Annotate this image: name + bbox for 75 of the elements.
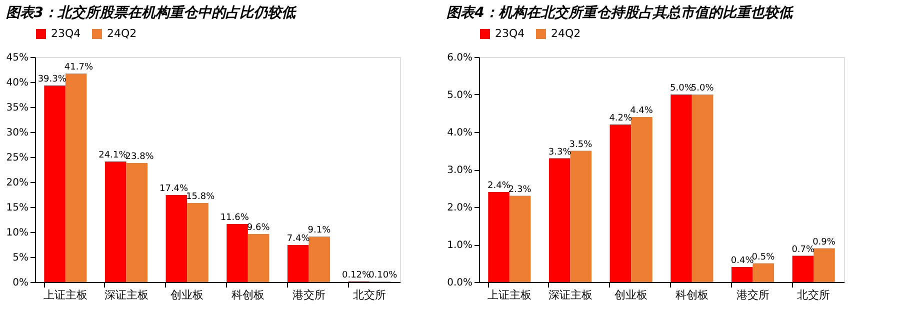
y-tick-label: 0.0% [447, 278, 472, 288]
x-tick-label: 科创板 [675, 288, 708, 302]
data-label: 3.5% [569, 140, 593, 150]
data-label: 4.2% [609, 114, 633, 124]
bar [65, 74, 87, 282]
x-tick-label: 深证主板 [104, 288, 148, 302]
data-label: 3.3% [548, 147, 572, 158]
y-tick-label: 2.0% [447, 202, 472, 214]
legend-label: 23Q4 [51, 27, 81, 40]
y-tick-label: 20% [6, 178, 28, 188]
bar [814, 248, 835, 282]
x-tick-label: 港交所 [736, 288, 770, 302]
bar [44, 86, 66, 282]
bar [731, 267, 753, 282]
bar [548, 158, 570, 282]
data-label: 5.0% [670, 84, 694, 94]
y-tick-label: 35% [6, 102, 28, 114]
bar [104, 162, 126, 282]
bar [792, 256, 814, 282]
data-label: 15.8% [186, 192, 216, 202]
data-label: 4.4% [630, 106, 654, 116]
data-label: 11.6% [220, 213, 250, 223]
data-label: 9.1% [308, 226, 332, 236]
data-label: 0.10% [368, 270, 398, 280]
data-label: 0.9% [812, 237, 836, 248]
data-label: 17.4% [159, 184, 189, 194]
data-label: 5.0% [690, 84, 714, 94]
y-tick-label: 5% [12, 252, 28, 264]
x-tick-label: 上证主板 [487, 288, 532, 302]
chart-title: 图表4：机构在北交所重仓持股占其总市值的比重也较低 [446, 4, 794, 21]
x-tick-label: 港交所 [292, 288, 326, 302]
y-tick-label: 25% [6, 152, 28, 164]
data-label: 0.7% [792, 244, 816, 255]
chart-title: 图表3：北交所股票在机构重仓中的占比仍较低 [6, 4, 298, 21]
x-tick-label: 科创板 [231, 288, 264, 302]
data-label: 2.4% [488, 181, 511, 191]
legend-label: 24Q2 [551, 27, 581, 40]
y-tick-label: 10% [6, 228, 28, 238]
bar [570, 150, 592, 282]
y-tick-label: 6.0% [447, 52, 472, 64]
bar [287, 245, 309, 282]
bar [610, 124, 632, 282]
x-tick-label: 深证主板 [548, 288, 592, 302]
bar [488, 192, 510, 282]
y-tick-label: 30% [6, 128, 28, 138]
x-tick-label: 创业板 [614, 288, 648, 302]
legend-label: 23Q4 [495, 27, 525, 40]
data-label: 41.7% [64, 62, 94, 72]
bar [248, 234, 270, 282]
bar [752, 263, 774, 282]
x-tick-label: 上证主板 [43, 288, 88, 302]
y-tick-label: 15% [6, 202, 28, 214]
bar [166, 195, 188, 282]
bar [692, 94, 714, 282]
bar [126, 163, 148, 282]
x-tick-label: 北交所 [353, 288, 386, 302]
data-label: 2.3% [508, 184, 532, 195]
bar [631, 117, 652, 282]
y-tick-label: 4.0% [447, 128, 472, 138]
y-tick-label: 0% [12, 278, 28, 288]
x-tick-label: 北交所 [797, 288, 830, 302]
bar [670, 94, 692, 282]
bar [226, 224, 248, 282]
legend-label: 24Q2 [107, 27, 137, 40]
data-label: 0.4% [730, 256, 754, 266]
y-tick-label: 3.0% [447, 165, 472, 176]
bar [308, 236, 330, 282]
y-tick-label: 40% [6, 78, 28, 88]
y-tick-label: 45% [6, 52, 28, 64]
data-label: 0.12% [342, 270, 372, 280]
x-tick-label: 创业板 [170, 288, 204, 302]
y-tick-label: 1.0% [447, 240, 472, 251]
bar [509, 196, 531, 282]
y-tick-label: 5.0% [447, 90, 472, 101]
bar [187, 203, 208, 282]
